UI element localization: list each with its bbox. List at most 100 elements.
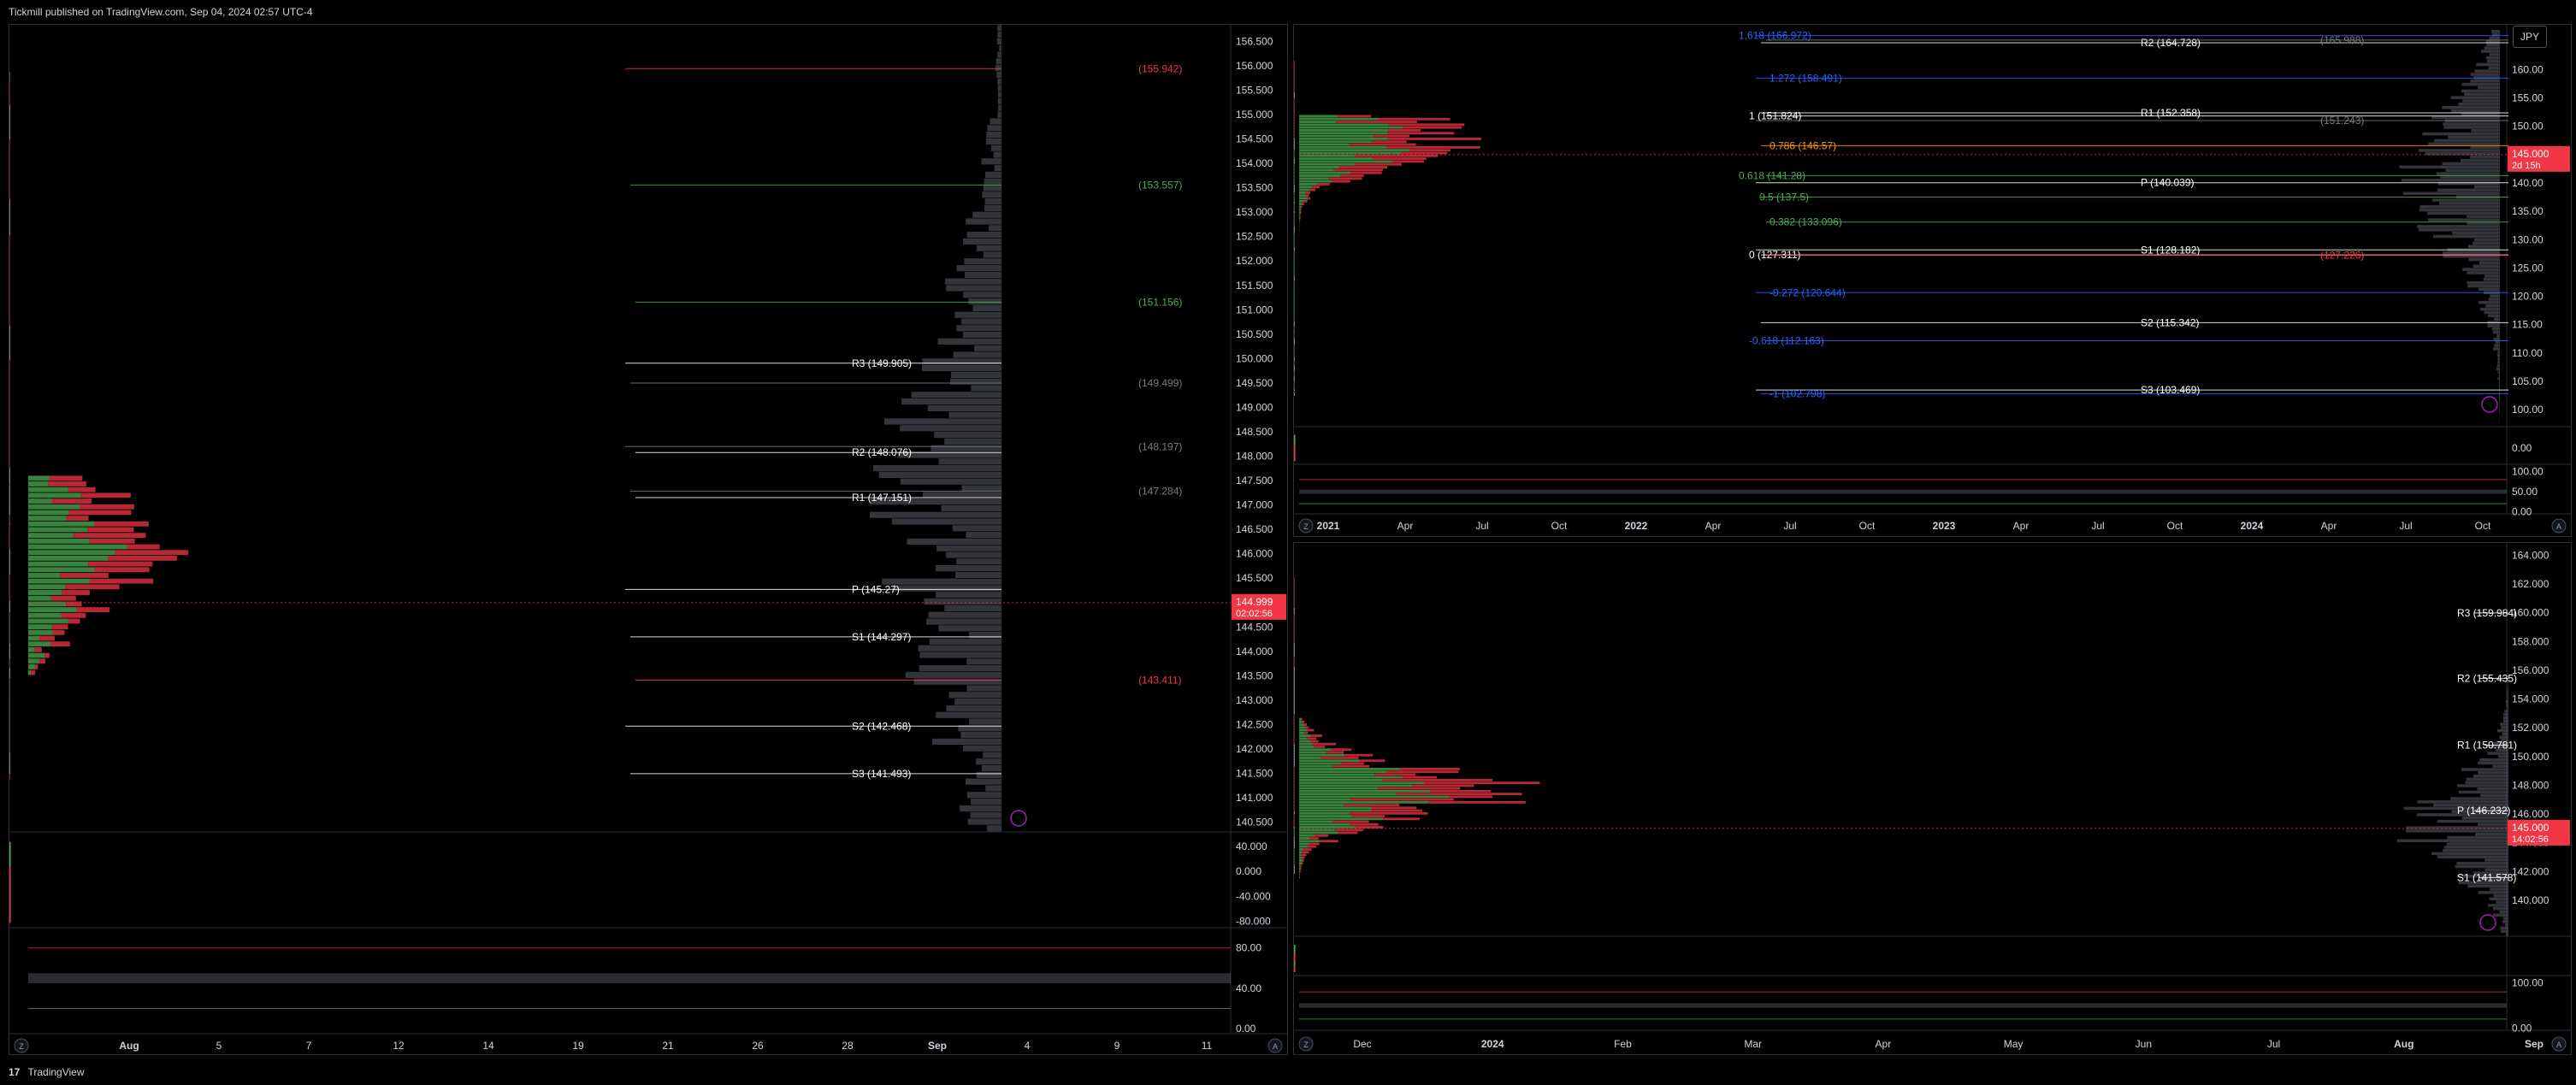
volume-profile-bar (984, 204, 1001, 211)
volume-profile-bar (985, 138, 1001, 144)
time-axis-tick-label: 21 (662, 1040, 674, 1052)
chart-bottom-right-svg[interactable]: R3 (159.984) R2 (155.435) R1 (150.781) P (1… (1294, 543, 2571, 1054)
auto-scale-button[interactable] (2551, 1036, 2567, 1052)
volume-profile-sell-bar (1301, 203, 1304, 206)
chart-panel-bottom-right[interactable]: R3 (159.984) R2 (155.435) R1 (150.781) P (1… (1293, 542, 2572, 1055)
chart-left-svg[interactable]: (155.942) (153.557) (151.156) R3 (149.905) (… (9, 25, 1287, 1054)
chart-panel-left[interactable]: (155.942) (153.557) (151.156) R3 (149.905) (… (9, 24, 1288, 1055)
price-axis-tick-label: 164.000 (2512, 549, 2549, 561)
volume-profile-bar (2475, 832, 2508, 836)
timezone-button[interactable] (1298, 518, 1314, 534)
volume-profile-bar (2499, 735, 2508, 739)
chart-panel-top-right[interactable]: 1.618 (166.972) R2 (164.728) (165.988) 1.27… (1293, 24, 2572, 537)
volume-profile-bar (2478, 771, 2508, 775)
volume-profile-bar (2499, 410, 2500, 414)
volume-profile-bar (934, 432, 1001, 439)
oscillator-midband (1299, 1003, 2507, 1008)
timezone-button[interactable] (14, 1038, 29, 1053)
volume-profile-sell-bar (1372, 809, 1422, 812)
volume-profile-sell-bar (88, 561, 153, 567)
volume-profile-bar (2471, 129, 2500, 133)
tradingview-brand[interactable]: TradingView (27, 1066, 85, 1078)
volume-profile-sell-bar (1332, 820, 1369, 823)
volume-profile-bar (2467, 884, 2508, 887)
volume-profile-buy-bar (1299, 162, 1356, 166)
pivot-level-label: 1.272 (158.491) (1770, 72, 1842, 84)
pivot-level-label: (148.197) (1138, 440, 1182, 452)
volume-profile-bar (952, 525, 1001, 532)
volume-profile-sell-bar (127, 544, 160, 550)
pivot-level-label: (127.226) (2320, 250, 2364, 262)
volume-profile-sell-bar (1299, 214, 1301, 217)
volume-profile-bar (997, 85, 1001, 91)
volume-profile-buy-bar (1299, 740, 1311, 743)
volume-profile-buy-bar (1299, 746, 1315, 748)
volume-profile-bar (961, 318, 1001, 325)
volume-profile-sell-bar (1308, 197, 1311, 200)
volume-profile-bar (987, 825, 1001, 832)
auto-scale-button[interactable] (2551, 518, 2567, 534)
currency-tag[interactable]: JPY (2513, 26, 2547, 48)
volume-profile-sell-bar (1312, 186, 1320, 189)
volume-profile-buy-bar (1299, 820, 1333, 823)
volume-profile-bar (2484, 868, 2508, 872)
time-axis-tick-label: Jul (2399, 520, 2412, 532)
volume-profile-buy-bar (28, 504, 80, 510)
volume-profile-buy-bar (1299, 862, 1303, 865)
price-axis-tick-label: 149.500 (1236, 377, 1273, 389)
publisher-header: Tickmill published on TradingView.com, S… (9, 6, 313, 18)
volume-profile-sell-bar (1396, 793, 1522, 796)
volume-profile-bar (900, 478, 1001, 485)
volume-profile-bar (2498, 393, 2500, 397)
volume-profile-bar (956, 558, 1001, 565)
volume-profile-bar (971, 799, 1001, 805)
time-axis-tick-label: Apr (2013, 520, 2029, 532)
volume-profile-sell-bar (1379, 117, 1450, 121)
auto-scale-button[interactable] (1267, 1038, 1283, 1053)
stochastic-axis-tick-label: 0.00 (2512, 506, 2532, 518)
timezone-button-label: Z (1303, 1041, 1309, 1049)
volume-profile-bar (2492, 742, 2508, 746)
volume-profile-sell-bar (1401, 151, 1448, 155)
volume-profile-bar (982, 192, 1001, 198)
time-axis-tick-label: Feb (1614, 1038, 1632, 1050)
volume-profile-buy-bar (28, 475, 50, 481)
volume-profile-bar (2444, 846, 2508, 849)
volume-profile-bar (993, 151, 1001, 158)
volume-profile-bar (984, 198, 1001, 205)
time-axis-tick-label: Oct (2167, 520, 2183, 532)
time-axis-tick-label: Jul (2267, 1038, 2280, 1050)
volume-profile-buy-bar (1299, 134, 1374, 138)
volume-profile-sell-bar (1331, 180, 1350, 183)
volume-profile-bar (2442, 162, 2500, 166)
stochastic-axis-tick-label: 100.00 (2512, 977, 2544, 989)
volume-profile-bar (2491, 32, 2500, 37)
volume-profile-sell-bar (1387, 132, 1455, 135)
timezone-button[interactable] (1298, 1036, 1314, 1052)
volume-profile-bar (2473, 871, 2508, 875)
volume-profile-sell-bar (80, 504, 134, 510)
volume-profile-sell-bar (1301, 205, 1303, 209)
volume-profile-bar (997, 98, 1001, 105)
volume-profile-bar (2501, 929, 2508, 933)
time-axis-tick-label: 2022 (1625, 520, 1648, 532)
volume-profile-bar (923, 492, 1001, 498)
volume-profile-sell-bar (1306, 737, 1317, 740)
pivot-level-label: 0.786 (146.57) (1770, 139, 1836, 151)
time-axis-tick-label: 26 (752, 1040, 764, 1052)
volume-profile-sell-bar (1314, 746, 1326, 748)
volume-profile-bar (878, 471, 1001, 478)
volume-profile-buy-bar (28, 601, 67, 607)
price-axis-tick-label: 158.000 (2512, 635, 2549, 647)
tradingview-logo-icon[interactable]: 17 (9, 1066, 21, 1078)
time-axis-tick-label: 2021 (1317, 520, 1340, 532)
volume-profile-buy-bar (1299, 182, 1317, 186)
volume-profile-buy-bar (1299, 781, 1425, 785)
volume-profile-bar (901, 398, 1001, 405)
volume-profile-sell-bar (1355, 162, 1402, 166)
oscillator-axis-tick-label: -40.000 (1236, 890, 1271, 902)
volume-profile-buy-bar (28, 510, 69, 516)
volume-profile-bar (976, 758, 1001, 765)
chart-top-right-svg[interactable]: 1.618 (166.972) R2 (164.728) (165.988) 1.27… (1294, 25, 2571, 536)
time-axis-tick-label: Apr (1876, 1038, 1892, 1050)
